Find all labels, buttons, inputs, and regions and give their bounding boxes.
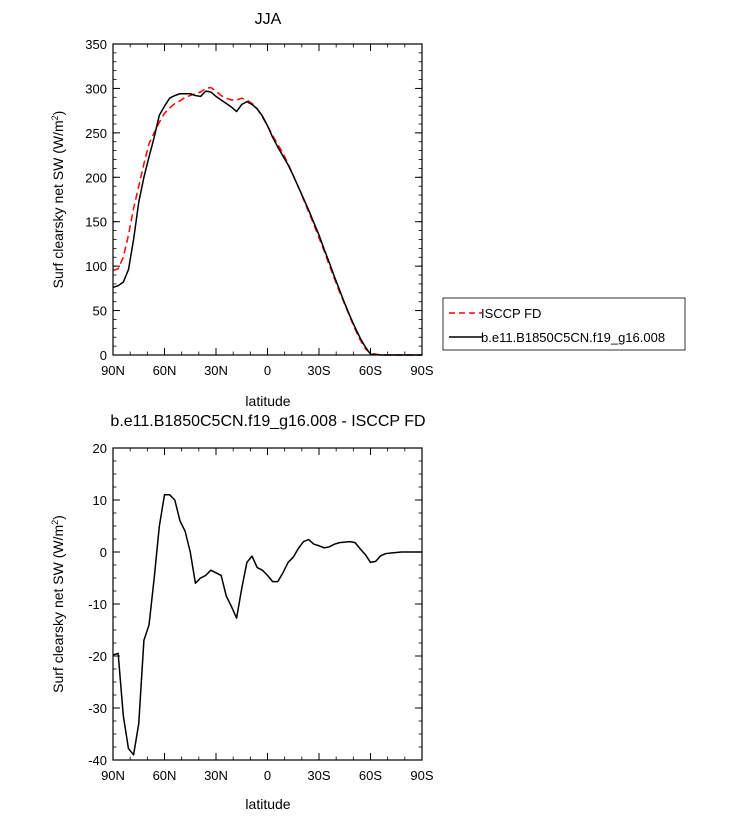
bottom-chart-ytick-label: -30 — [88, 701, 107, 716]
bottom-chart-ytick-label: 10 — [93, 493, 107, 508]
top-chart-ytick-label: 150 — [85, 215, 107, 230]
bottom-chart-xtick-label: 0 — [264, 768, 271, 783]
bottom-chart-xtick-label: 90N — [101, 768, 125, 783]
bottom-chart-plot-frame — [112, 447, 423, 761]
bottom-chart-title: b.e11.B1850C5CN.f19_g16.008 - ISCCP FD — [110, 413, 425, 430]
top-chart-y-axis-label-main: Surf clearsky net SW (W/m — [50, 120, 66, 288]
top-chart-ytick-label: 100 — [85, 259, 107, 274]
top-chart-x-axis-label: latitude — [245, 393, 290, 409]
top-chart-ytick-label: 200 — [85, 170, 107, 185]
top-chart-series-line-b-e11-b1850c5cn-f19-g16-008 — [112, 90, 422, 356]
bottom-chart-ytick-label: -10 — [88, 597, 107, 612]
bottom-chart-ytick-label: -40 — [88, 753, 107, 768]
legend: ISCCP FD b.e11.B1850C5CN.f19_g16.008 — [442, 297, 686, 351]
bottom-chart-ytick-label: -20 — [88, 649, 107, 664]
top-chart-ticks: 0 50 100 150 200 250 300 350 90N 60N 30N 0 30S 60S 90S — [85, 37, 434, 378]
legend-label-isccp-fd: ISCCP FD — [481, 306, 541, 321]
top-chart-xtick-label: 0 — [264, 363, 271, 378]
top-chart-y-axis-label-tail: ) — [50, 111, 66, 116]
top-chart-y-axis-label-sup: 2 — [50, 115, 60, 120]
bottom-chart-xtick-label: 60N — [153, 768, 177, 783]
top-chart-ytick-label: 300 — [85, 81, 107, 96]
bottom-chart-xtick-label: 30S — [307, 768, 330, 783]
top-chart-xtick-label: 30N — [204, 363, 228, 378]
top-chart-xtick-label: 90N — [101, 363, 125, 378]
bottom-chart-ticks: -40 -30 -20 -10 0 10 20 90N 60N 30N 0 30S 60S 90S — [88, 441, 434, 783]
top-chart-ytick-label: 250 — [85, 126, 107, 141]
top-chart-plot-frame — [112, 43, 423, 356]
top-chart-xtick-label: 60N — [153, 363, 177, 378]
bottom-chart-y-axis-label-sup: 2 — [50, 520, 60, 525]
top-chart-ytick-label: 0 — [100, 348, 107, 363]
bottom-chart-ytick-label: 20 — [93, 441, 107, 456]
top-chart-y-axis-label: Surf clearsky net SW (W/m2) — [50, 111, 66, 289]
bottom-chart-y-axis-label-tail: ) — [50, 515, 66, 520]
bottom-chart-xtick-label: 30N — [204, 768, 228, 783]
legend-box — [442, 297, 686, 351]
top-chart-xtick-label: 30S — [307, 363, 330, 378]
bottom-chart-y-axis-label: Surf clearsky net SW (W/m2) — [50, 515, 66, 693]
bottom-chart-x-axis-label: latitude — [245, 796, 290, 812]
top-chart-ytick-label: 50 — [93, 304, 107, 319]
bottom-chart: b.e11.B1850C5CN.f19_g16.008 - ISCCP FD -… — [50, 413, 434, 812]
bottom-chart-ytick-label: 0 — [100, 545, 107, 560]
top-chart-xtick-label: 60S — [359, 363, 382, 378]
top-chart-ytick-label: 350 — [85, 37, 107, 52]
top-chart-series-line-isccp-fd — [112, 86, 422, 356]
bottom-chart-xtick-label: 60S — [359, 768, 382, 783]
legend-label-model: b.e11.B1850C5CN.f19_g16.008 — [481, 330, 665, 345]
top-chart: JJA 0 50 100 150 200 250 300 350 90N 60N 30N 0 30S 60… — [50, 11, 686, 409]
bottom-chart-xtick-label: 90S — [410, 768, 433, 783]
bottom-chart-y-axis-label-main: Surf clearsky net SW (W/m — [50, 525, 66, 693]
top-chart-xtick-label: 90S — [410, 363, 433, 378]
top-chart-series-group — [112, 86, 422, 356]
bottom-chart-series-group — [112, 494, 422, 756]
bottom-chart-series-line-difference — [112, 494, 422, 756]
top-chart-title: JJA — [255, 11, 282, 28]
